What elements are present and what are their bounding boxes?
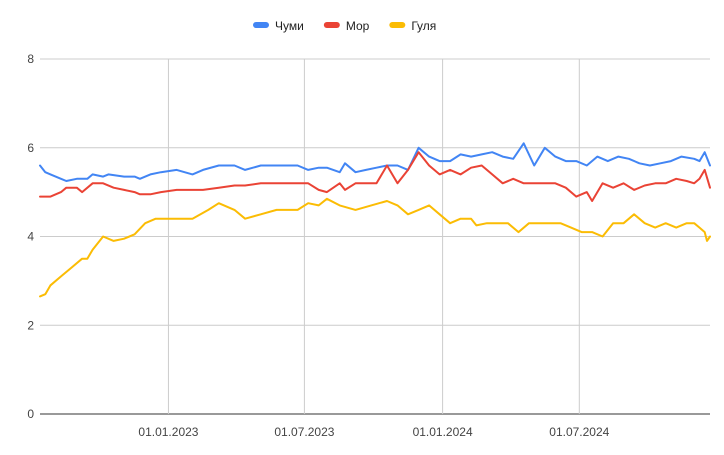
- series-line-1: [39, 142, 711, 182]
- legend-label: Чуми: [275, 19, 304, 33]
- x-tick-label: 01.07.2023: [274, 425, 334, 439]
- grid: [40, 58, 710, 415]
- series-layer: [39, 142, 711, 298]
- legend-swatch: [253, 22, 269, 28]
- legend-swatch: [323, 22, 340, 28]
- legend-swatch: [389, 22, 406, 28]
- y-tick-label: 0: [27, 407, 34, 421]
- series-line-2: [39, 151, 711, 202]
- legend-label: Гуля: [411, 19, 436, 33]
- x-tick-label: 01.07.2024: [549, 425, 609, 439]
- y-tick-label: 4: [27, 230, 34, 244]
- legend-item-1: Чуми: [253, 19, 304, 33]
- y-tick-label: 2: [27, 318, 34, 332]
- x-tick-label: 01.01.2023: [138, 425, 198, 439]
- y-tick-label: 6: [27, 141, 34, 155]
- x-tick-label: 01.01.2024: [413, 425, 473, 439]
- legend: Чуми Мор Гуля: [253, 19, 436, 33]
- legend-item-3: Гуля: [389, 19, 436, 33]
- legend-label: Мор: [346, 19, 370, 33]
- legend-item-2: Мор: [323, 19, 370, 33]
- series-line-3: [39, 197, 711, 298]
- y-tick-label: 8: [27, 52, 34, 66]
- axis-labels: 0 2 4 6 8 01.01.2023 01.07.2023 01.01.2024 01.07…: [27, 52, 609, 439]
